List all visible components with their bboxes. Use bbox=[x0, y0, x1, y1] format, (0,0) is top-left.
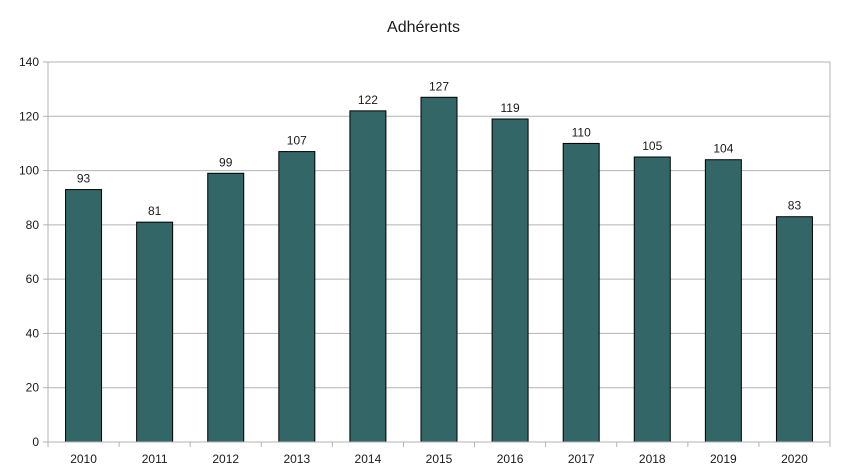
y-tick-label: 0 bbox=[32, 435, 39, 449]
data-label-2019: 104 bbox=[713, 142, 733, 156]
bar-2016 bbox=[491, 118, 529, 443]
y-tick-label: 60 bbox=[26, 272, 40, 286]
x-tick-label-2013: 2013 bbox=[283, 452, 310, 466]
y-tick-label: 80 bbox=[26, 218, 40, 232]
x-tick-label-2014: 2014 bbox=[355, 452, 382, 466]
x-tick-label-2010: 2010 bbox=[70, 452, 97, 466]
data-label-2011: 81 bbox=[148, 204, 162, 218]
data-label-2014: 122 bbox=[358, 93, 378, 107]
y-tick-label: 140 bbox=[19, 55, 39, 69]
chart-title: Adhérents bbox=[387, 19, 460, 36]
data-label-2016: 119 bbox=[501, 101, 520, 115]
bar-2012 bbox=[207, 172, 245, 443]
axes: 0 20 40 60 80 100 120 140 2010 2011 2012 2013 2014 20… bbox=[19, 55, 831, 466]
data-label-2015: 127 bbox=[429, 79, 449, 93]
bar-2020 bbox=[775, 216, 813, 443]
bar-2018 bbox=[633, 156, 671, 443]
data-labels: 93 81 99 107 122 127 119 110 105 104 83 bbox=[77, 79, 802, 218]
data-label-2012: 99 bbox=[219, 155, 233, 169]
x-tick-label-2017: 2017 bbox=[568, 452, 595, 466]
bar-2019 bbox=[704, 159, 742, 443]
data-label-2018: 105 bbox=[642, 139, 662, 153]
x-tick-label-2019: 2019 bbox=[710, 452, 737, 466]
bar-2014 bbox=[349, 110, 387, 443]
y-tick-label: 40 bbox=[26, 326, 40, 340]
x-tick-label-2016: 2016 bbox=[497, 452, 524, 466]
x-tick-label-2020: 2020 bbox=[781, 452, 808, 466]
y-tick-label: 20 bbox=[26, 381, 40, 395]
x-tick-label-2018: 2018 bbox=[639, 452, 666, 466]
bars bbox=[65, 96, 813, 443]
x-tick-label-2012: 2012 bbox=[212, 452, 239, 466]
bar-2010 bbox=[65, 189, 103, 443]
bar-2015 bbox=[420, 96, 458, 443]
bar-2011 bbox=[136, 221, 174, 443]
bar-2013 bbox=[278, 151, 316, 443]
y-tick-label: 100 bbox=[19, 164, 39, 178]
x-tick-label-2015: 2015 bbox=[426, 452, 453, 466]
data-label-2013: 107 bbox=[287, 134, 307, 148]
data-label-2010: 93 bbox=[77, 172, 91, 186]
x-tick-label-2011: 2011 bbox=[142, 452, 168, 466]
y-tick-label: 120 bbox=[19, 109, 39, 123]
data-label-2017: 110 bbox=[572, 125, 591, 139]
data-label-2020: 83 bbox=[788, 199, 802, 213]
bar-2017 bbox=[562, 142, 600, 443]
